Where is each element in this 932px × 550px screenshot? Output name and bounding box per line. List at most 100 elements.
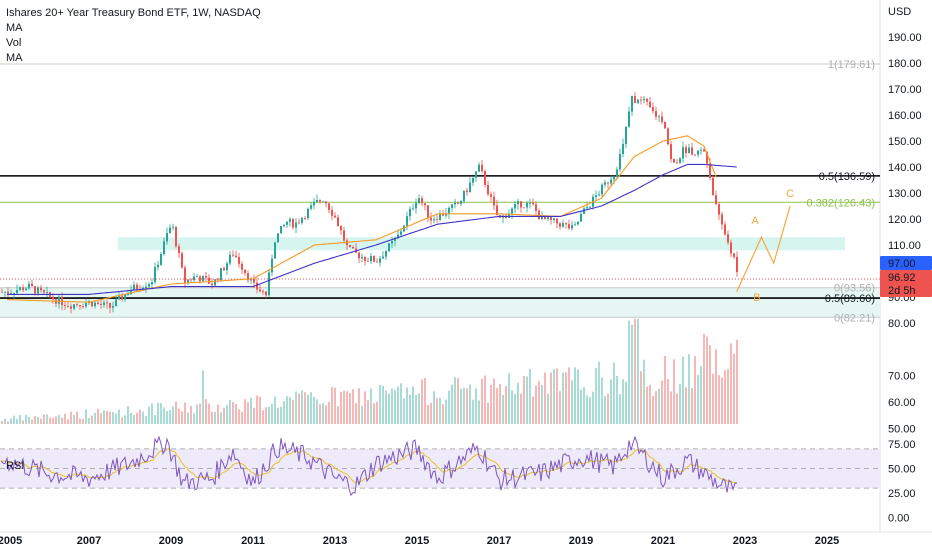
candle-body [625, 126, 627, 144]
candle-body [199, 276, 201, 282]
candle-body [220, 268, 222, 281]
volume-bar [346, 391, 348, 424]
volume-bar [667, 378, 669, 424]
candle-body [670, 144, 672, 159]
volume-bar [160, 402, 162, 424]
volume-bar [442, 404, 444, 424]
candle-body [697, 150, 699, 155]
candle-body [478, 164, 480, 172]
volume-bar [373, 403, 375, 424]
volume-bar [295, 391, 297, 424]
volume-bar [637, 319, 639, 424]
candle-body [328, 203, 330, 210]
current-price-tag-bg[interactable] [880, 256, 932, 270]
ma-orange-line[interactable] [6, 135, 717, 303]
candle-body [709, 163, 711, 178]
candle-body [229, 254, 231, 264]
candle-body [274, 242, 276, 259]
ma-blue-line[interactable] [7, 163, 737, 295]
rsi-tick-3: 0.00 [888, 513, 909, 525]
volume-bar [226, 405, 228, 424]
candle-body [469, 182, 471, 193]
volume-bar [196, 404, 198, 424]
last-price-tag-bg[interactable] [880, 270, 932, 284]
candle-body [160, 254, 162, 265]
candle-body [415, 202, 417, 209]
candle-body [610, 179, 612, 184]
candle-body [544, 215, 546, 220]
volume-bar [10, 418, 12, 424]
volume-bar [292, 400, 294, 424]
time-tick-2025: 2025 [815, 535, 839, 547]
price-tick-1: 180.00 [888, 58, 922, 70]
candle-body [283, 224, 285, 227]
volume-bar [172, 406, 174, 424]
indicator-vol-label[interactable]: Vol [6, 37, 22, 49]
price-tick-3: 160.00 [888, 110, 922, 122]
candle-body [127, 294, 129, 295]
rsi-tick-1: 50.00 [888, 464, 916, 476]
volume-bar [157, 402, 159, 424]
volume-bar [583, 386, 585, 424]
candle-body [337, 217, 339, 227]
volume-bar [214, 411, 216, 424]
volume-bar [514, 393, 516, 424]
volume-bar [370, 388, 372, 424]
rsi-label[interactable]: RSI [6, 460, 25, 472]
candle-body [343, 230, 345, 241]
volume-bar [661, 380, 663, 424]
volume-bar [691, 388, 693, 424]
volume-bar [106, 410, 108, 424]
volume-bar [610, 379, 612, 424]
volume-bar [466, 388, 468, 424]
volume-bar [457, 378, 459, 424]
candle-body [331, 209, 333, 216]
candle-body [286, 221, 288, 225]
time-tick-2011: 2011 [241, 535, 265, 547]
candle-body [133, 284, 135, 291]
volume-bar [382, 385, 384, 424]
volume-bar [313, 396, 315, 424]
candle-body [424, 203, 426, 206]
time-tick-2023: 2023 [733, 535, 757, 547]
volume-bar [511, 390, 513, 424]
symbol-title[interactable]: Ishares 20+ Year Treasury Bond ETF, 1W, … [6, 7, 261, 19]
candle-body [490, 194, 492, 197]
volume-bar [124, 415, 126, 424]
candle-body [451, 204, 453, 208]
volume-bar [685, 387, 687, 424]
volume-bar [268, 407, 270, 424]
candle-body [91, 301, 93, 307]
volume-bar [190, 405, 192, 424]
candle-body [679, 158, 681, 163]
candle-body [310, 205, 312, 209]
candle-body [388, 243, 390, 252]
volume-bar [247, 402, 249, 424]
volume-bar [388, 393, 390, 424]
candle-body [298, 222, 300, 224]
indicator-ma2-label[interactable]: MA [6, 52, 23, 64]
volume-bar [484, 375, 486, 424]
candle-body [85, 303, 87, 307]
volume-bar [280, 406, 282, 424]
currency-label: USD [888, 6, 911, 18]
candle-body [241, 263, 243, 270]
volume-bar [478, 400, 480, 424]
candle-body [526, 203, 528, 208]
candle-body [244, 269, 246, 274]
candle-body [178, 246, 180, 254]
rsi-line[interactable] [0, 435, 738, 497]
candle-body [154, 267, 156, 283]
candle-body [541, 215, 543, 220]
volume-bar [538, 381, 540, 424]
projection-path[interactable] [736, 205, 791, 293]
countdown-tag-bg[interactable] [880, 283, 932, 297]
volume-bar [187, 412, 189, 424]
candle-body [556, 218, 558, 224]
candle-body [658, 116, 660, 118]
indicator-ma-label[interactable]: MA [6, 22, 23, 34]
candle-body [454, 202, 456, 205]
volume-bar [28, 416, 30, 424]
